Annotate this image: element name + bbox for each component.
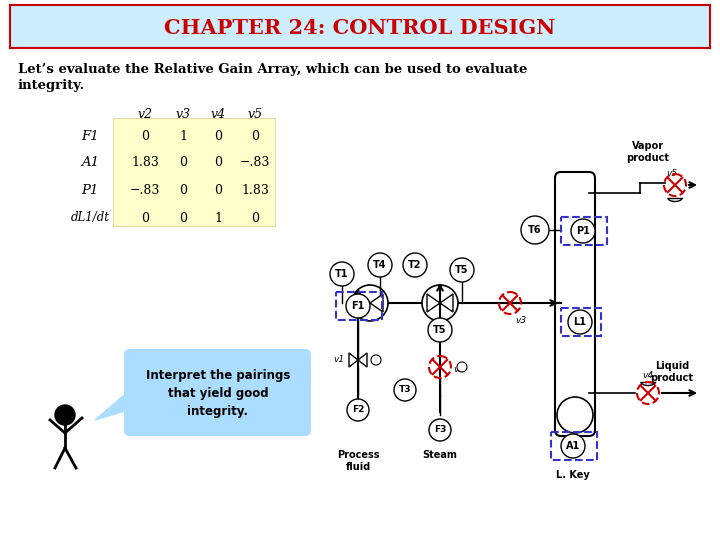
Text: Steam: Steam [423, 450, 457, 460]
Text: 1: 1 [179, 130, 187, 143]
Text: v2: v2 [453, 364, 464, 374]
Text: F1: F1 [351, 301, 365, 311]
Text: Let’s evaluate the Relative Gain Array, which can be used to evaluate: Let’s evaluate the Relative Gain Array, … [18, 63, 527, 76]
Text: 0: 0 [214, 184, 222, 197]
Text: Interpret the pairings
that yield good
integrity.: Interpret the pairings that yield good i… [146, 368, 290, 417]
Text: 0: 0 [251, 212, 259, 225]
Text: v2: v2 [138, 108, 153, 121]
Circle shape [422, 285, 458, 321]
Circle shape [55, 405, 75, 425]
Circle shape [371, 355, 381, 365]
Text: 0: 0 [141, 212, 149, 225]
Text: integrity.: integrity. [18, 79, 85, 92]
Polygon shape [427, 294, 440, 312]
Circle shape [368, 253, 392, 277]
Polygon shape [357, 294, 370, 312]
Text: 0: 0 [214, 157, 222, 170]
FancyBboxPatch shape [10, 5, 710, 48]
Text: v3: v3 [176, 108, 191, 121]
Text: CHAPTER 24: CONTROL DESIGN: CHAPTER 24: CONTROL DESIGN [164, 18, 556, 38]
Circle shape [429, 419, 451, 441]
Text: F3: F3 [434, 426, 446, 435]
Text: 1.83: 1.83 [241, 184, 269, 197]
FancyBboxPatch shape [124, 349, 311, 436]
Text: v1: v1 [333, 355, 344, 364]
Text: 1: 1 [214, 212, 222, 225]
Circle shape [521, 216, 549, 244]
Text: v4: v4 [642, 371, 654, 380]
Text: T3: T3 [399, 386, 411, 395]
Text: −.83: −.83 [240, 157, 270, 170]
Polygon shape [370, 294, 383, 312]
Text: −.83: −.83 [130, 184, 160, 197]
Polygon shape [358, 353, 367, 367]
Polygon shape [440, 294, 453, 312]
Text: 0: 0 [179, 184, 187, 197]
Polygon shape [349, 353, 358, 367]
Text: A1: A1 [81, 157, 99, 170]
Circle shape [394, 379, 416, 401]
Text: v3: v3 [515, 316, 526, 325]
Text: T1: T1 [336, 269, 348, 279]
Text: L1: L1 [574, 317, 587, 327]
Text: P1: P1 [81, 184, 99, 197]
Text: dL1/dt: dL1/dt [71, 212, 109, 225]
Circle shape [557, 397, 593, 433]
Text: Vapor
product: Vapor product [626, 141, 670, 163]
Text: 0: 0 [179, 212, 187, 225]
Circle shape [450, 258, 474, 282]
Text: v5: v5 [667, 169, 678, 178]
Circle shape [561, 434, 585, 458]
Text: A1: A1 [566, 441, 580, 451]
Text: 1.83: 1.83 [131, 157, 159, 170]
Text: Liquid
product: Liquid product [650, 361, 693, 383]
FancyBboxPatch shape [113, 118, 275, 226]
Circle shape [352, 285, 388, 321]
Circle shape [347, 399, 369, 421]
Circle shape [568, 310, 592, 334]
Polygon shape [95, 390, 145, 420]
Text: 0: 0 [179, 157, 187, 170]
Text: 0: 0 [141, 130, 149, 143]
Text: F1: F1 [81, 130, 99, 143]
Text: 0: 0 [214, 130, 222, 143]
Text: F2: F2 [352, 406, 364, 415]
Text: Process
fluid: Process fluid [337, 450, 379, 471]
Text: v4: v4 [210, 108, 225, 121]
Text: T4: T4 [373, 260, 387, 270]
Text: P1: P1 [576, 226, 590, 236]
Text: T6: T6 [528, 225, 541, 235]
Text: v5: v5 [248, 108, 263, 121]
Circle shape [403, 253, 427, 277]
Text: T2: T2 [408, 260, 422, 270]
Text: T5: T5 [433, 325, 446, 335]
Text: L. Key: L. Key [556, 470, 590, 480]
FancyBboxPatch shape [555, 172, 595, 436]
Circle shape [330, 262, 354, 286]
Circle shape [428, 318, 452, 342]
Circle shape [346, 294, 370, 318]
Circle shape [457, 362, 467, 372]
Circle shape [571, 219, 595, 243]
Text: 0: 0 [251, 130, 259, 143]
Text: T5: T5 [455, 265, 469, 275]
